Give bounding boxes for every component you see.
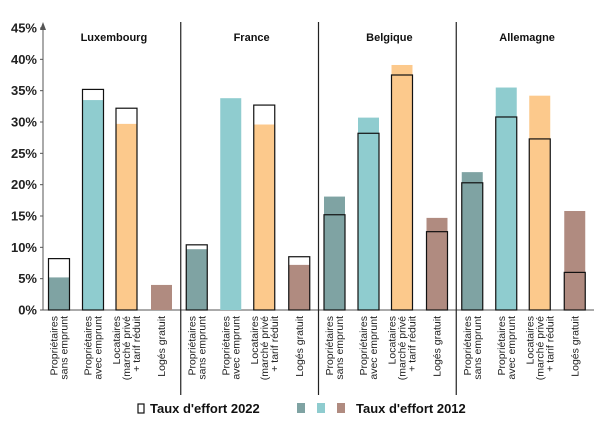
bar-2012 (324, 196, 345, 310)
bar-2012 (253, 124, 275, 310)
category-label: sans emprunt (196, 316, 208, 380)
bar-2012 (426, 217, 448, 310)
bar-2022 (461, 182, 484, 311)
category-label: + tarif réduit (544, 316, 556, 372)
category-label: Locataires (524, 316, 536, 364)
category-label: Propriétaires (49, 316, 61, 376)
legend-label-2012: Taux d'effort 2012 (356, 401, 466, 416)
legend-swatch-2012 (337, 403, 345, 413)
bar-2012 (358, 117, 379, 310)
bar-2012 (529, 95, 551, 311)
category-label: avec emprunt (368, 316, 380, 380)
category-label: Propriétaires (358, 316, 370, 376)
y-tick-label: 40% (11, 52, 37, 67)
category-label: Logés gratuit (294, 316, 306, 377)
category-label: sans emprunt (59, 316, 71, 380)
group-label: Allemagne (499, 32, 555, 44)
bar-2012 (461, 172, 483, 310)
category-label: (marché privé (121, 316, 133, 380)
category-label: + tarif réduit (131, 316, 143, 372)
category-label: (marché privé (534, 316, 546, 380)
category-label: Logés gratuit (569, 316, 581, 377)
group-separators: Luxembourg France Belgique Allemagne (81, 22, 555, 395)
bar-2022 (47, 258, 71, 311)
legend-swatch-2012 (317, 403, 325, 413)
bar-2012 (48, 277, 70, 310)
category-label: Propriétaires (186, 316, 198, 376)
bar-2022 (115, 107, 138, 311)
y-tick-label: 10% (11, 240, 37, 255)
category-label: Logés gratuit (432, 316, 444, 377)
y-tick-label: 15% (11, 209, 37, 224)
bar-2012 (564, 210, 586, 310)
bars (47, 64, 586, 311)
category-label: sans emprunt (334, 316, 346, 380)
group-label: Belgique (366, 32, 412, 44)
bar-2022 (357, 132, 380, 311)
category-label: + tarif réduit (269, 316, 281, 372)
category-label: Locataires (387, 316, 399, 364)
legend-swatch-2012 (297, 403, 305, 413)
y-tick-label: 35% (11, 83, 37, 98)
category-label: Propriétaires (462, 316, 474, 376)
category-label: Propriétaires (324, 316, 336, 376)
category-label: avec emprunt (93, 316, 105, 380)
bar-2022 (390, 74, 414, 311)
category-label: Locataires (249, 316, 261, 364)
bar-2022 (528, 138, 551, 311)
y-axis-arrow (40, 22, 46, 30)
y-tick-label: 0% (18, 303, 37, 318)
bar-2012 (151, 284, 172, 310)
y-tick-label: 30% (11, 115, 37, 130)
y-tick-label: 45% (11, 21, 37, 36)
bar-2022 (425, 231, 449, 311)
category-label: sans emprunt (472, 316, 484, 380)
group-label: Luxembourg (81, 32, 148, 44)
legend-swatch-2022 (137, 403, 145, 414)
bar-2012 (82, 100, 104, 310)
legend: Taux d'effort 2022 Taux d'effort 2012 (137, 401, 466, 416)
category-label: avec emprunt (506, 316, 518, 380)
category-label: Locataires (111, 316, 123, 364)
bar-2022 (253, 104, 276, 311)
bar-2022 (495, 116, 518, 311)
category-label: (marché privé (397, 316, 409, 380)
bar-2012 (391, 64, 413, 311)
bar-2022 (323, 214, 346, 311)
bar-2012 (116, 123, 137, 310)
category-label: (marché privé (259, 316, 271, 380)
category-label: Propriétaires (220, 316, 232, 376)
bar-2022 (81, 88, 105, 311)
y-tick-label: 5% (18, 271, 37, 286)
bar-2022 (185, 244, 208, 311)
category-label: avec emprunt (230, 316, 242, 380)
category-label: Propriétaires (83, 316, 95, 376)
bar-2022 (563, 271, 586, 311)
category-label: Logés gratuit (156, 316, 168, 377)
bar-2012 (288, 264, 310, 310)
category-label: Propriétaires (496, 316, 508, 376)
bar-2012 (220, 98, 242, 310)
legend-label-2022: Taux d'effort 2022 (150, 401, 260, 416)
bar-2012 (186, 249, 208, 310)
bar-2012 (495, 87, 517, 311)
y-tick-label: 25% (11, 146, 37, 161)
group-label: France (234, 32, 270, 44)
bar-2022 (288, 256, 311, 311)
y-tick-label: 20% (11, 177, 37, 192)
category-label: + tarif réduit (407, 316, 419, 372)
